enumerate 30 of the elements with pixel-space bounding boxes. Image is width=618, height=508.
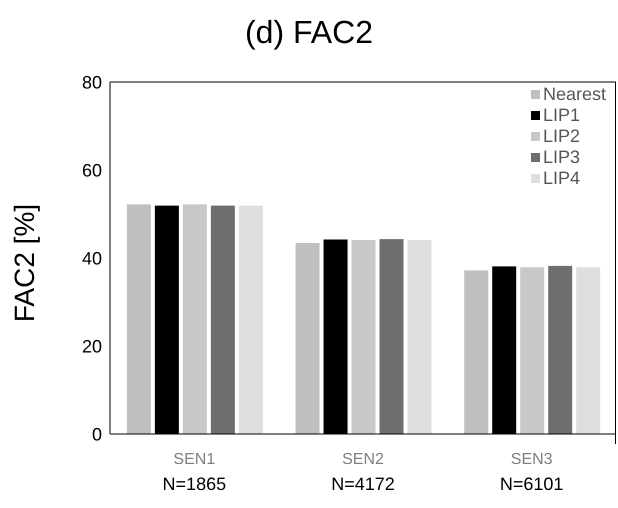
bar bbox=[464, 270, 488, 434]
y-tick-label: 20 bbox=[82, 336, 102, 356]
bar bbox=[296, 243, 320, 434]
bar bbox=[576, 267, 600, 434]
bar bbox=[408, 240, 432, 434]
y-tick-label: 0 bbox=[92, 424, 102, 444]
bar bbox=[238, 206, 263, 434]
bar bbox=[352, 240, 376, 434]
legend-label: LIP1 bbox=[542, 105, 580, 126]
chart-title: (d) FAC2 bbox=[244, 14, 374, 51]
bar bbox=[520, 267, 544, 434]
y-tick-label: 60 bbox=[82, 160, 102, 180]
y-tick-label: 80 bbox=[82, 72, 102, 92]
bar bbox=[210, 206, 235, 434]
text: N=1865 bbox=[162, 474, 226, 494]
legend-label: LIP2 bbox=[542, 126, 580, 147]
text: N=4172 bbox=[331, 474, 395, 494]
x-tick-label: SEN2 bbox=[342, 451, 384, 468]
legend-label: LIP3 bbox=[542, 147, 580, 168]
bar bbox=[380, 239, 404, 434]
x-tick-label: SEN3 bbox=[510, 451, 553, 468]
legend-label: Nearest bbox=[542, 84, 606, 105]
y-axis-title: FAC2 [%] bbox=[9, 204, 41, 322]
text: N=6101 bbox=[500, 474, 564, 494]
legend-label: LIP4 bbox=[542, 168, 580, 189]
bar bbox=[126, 204, 151, 434]
bar bbox=[548, 266, 572, 434]
x-tick-label: SEN1 bbox=[173, 451, 216, 468]
y-tick-label: 40 bbox=[82, 248, 102, 268]
bar bbox=[182, 204, 207, 434]
